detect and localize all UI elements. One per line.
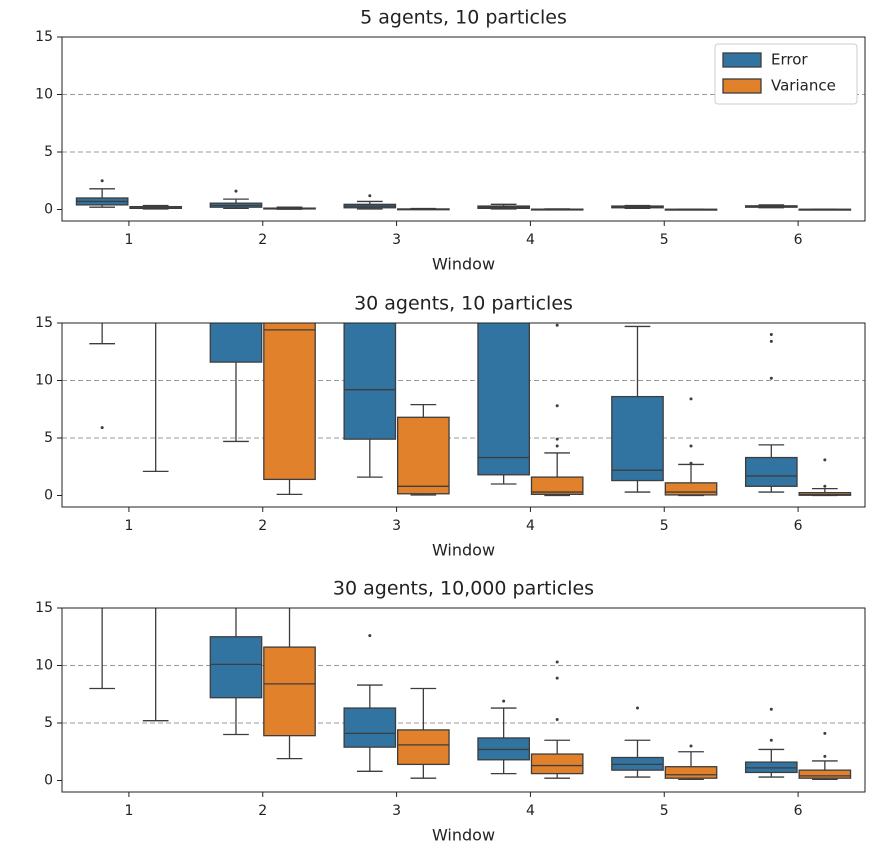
flier (555, 323, 559, 327)
x-tick-label: 2 (258, 518, 267, 534)
x-tick-label: 3 (392, 518, 401, 534)
box (530, 476, 584, 496)
x-tick-label: 4 (526, 518, 535, 534)
box (130, 0, 181, 266)
flier (368, 194, 372, 198)
y-tick-label: 15 (35, 600, 53, 616)
x-tick-label: 5 (660, 803, 669, 819)
box (343, 707, 397, 748)
y-tick-label: 15 (35, 315, 53, 331)
y-tick-label: 10 (35, 373, 53, 389)
x-axis-label: Window (432, 826, 495, 845)
flier (555, 718, 559, 722)
chart-title: 5 agents, 10 particles (360, 7, 567, 29)
x-tick-label: 2 (258, 232, 267, 248)
flier (769, 707, 773, 711)
panel: 5 agents, 10 particles 0 5 10 15 1 2 3 4 5 6 Window… (35, 7, 866, 274)
box (76, 36, 127, 289)
y-tick-label: 5 (44, 715, 53, 731)
x-tick-label: 6 (794, 518, 803, 534)
x-axis-label: Window (432, 255, 495, 274)
y-tick-label: 0 (44, 488, 53, 504)
box (664, 766, 718, 779)
box (76, 459, 127, 597)
box (397, 416, 450, 495)
box (209, 323, 263, 363)
y-tick-label: 0 (44, 202, 53, 218)
flier (769, 333, 773, 336)
axes-frame (61, 322, 866, 508)
y-tick-label: 15 (35, 29, 53, 45)
plot-area (76, 459, 852, 780)
flier (100, 426, 104, 430)
flier (689, 397, 693, 401)
x-tick-label: 5 (660, 518, 669, 534)
y-tick-label: 0 (44, 773, 53, 789)
flier (368, 634, 372, 638)
y-tick-label: 5 (44, 430, 53, 446)
flier (689, 744, 693, 748)
flier (823, 754, 827, 758)
y-tick-label: 5 (44, 144, 53, 160)
box (477, 323, 530, 476)
x-tick-label: 1 (124, 518, 133, 534)
flier (689, 461, 693, 465)
flier (823, 484, 827, 488)
flier (769, 376, 773, 380)
box (397, 729, 450, 766)
x-tick-label: 3 (392, 232, 401, 248)
box (611, 395, 664, 482)
x-tick-label: 4 (526, 232, 535, 248)
box (744, 456, 798, 487)
flier (555, 660, 559, 664)
flier (769, 738, 773, 742)
axes-frame (61, 36, 866, 222)
box (664, 482, 718, 496)
x-tick-label: 2 (258, 803, 267, 819)
flier (555, 444, 559, 448)
flier (555, 676, 559, 680)
chart-title: 30 agents, 10,000 particles (333, 578, 594, 600)
legend-label: Error (771, 51, 808, 69)
box (530, 753, 584, 775)
x-tick-label: 1 (124, 232, 133, 248)
box (209, 636, 263, 699)
flier (555, 404, 559, 408)
flier (635, 706, 639, 710)
flier (100, 179, 104, 183)
flier (555, 437, 559, 441)
y-tick-label: 10 (35, 87, 53, 103)
x-tick-label: 6 (794, 232, 803, 248)
x-axis-label: Window (432, 541, 495, 560)
x-tick-label: 4 (526, 803, 535, 819)
y-tick-label: 10 (35, 658, 53, 674)
axes-frame (61, 607, 866, 793)
box (798, 769, 852, 779)
x-tick-label: 6 (794, 803, 803, 819)
flier (823, 731, 827, 735)
legend-swatch (722, 52, 762, 68)
flier (234, 189, 238, 193)
flier (689, 444, 693, 448)
chart-title: 30 agents, 10 particles (354, 293, 573, 315)
x-tick-label: 3 (392, 803, 401, 819)
x-tick-label: 5 (660, 232, 669, 248)
plot-area (75, 179, 852, 211)
flier (823, 458, 827, 462)
box (343, 323, 397, 440)
flier (502, 699, 506, 703)
legend-label: Variance (771, 77, 836, 95)
box (263, 646, 316, 737)
box (263, 323, 316, 481)
legend-swatch (722, 78, 762, 94)
plot-area (76, 0, 852, 497)
flier (769, 339, 773, 343)
x-tick-label: 1 (124, 803, 133, 819)
